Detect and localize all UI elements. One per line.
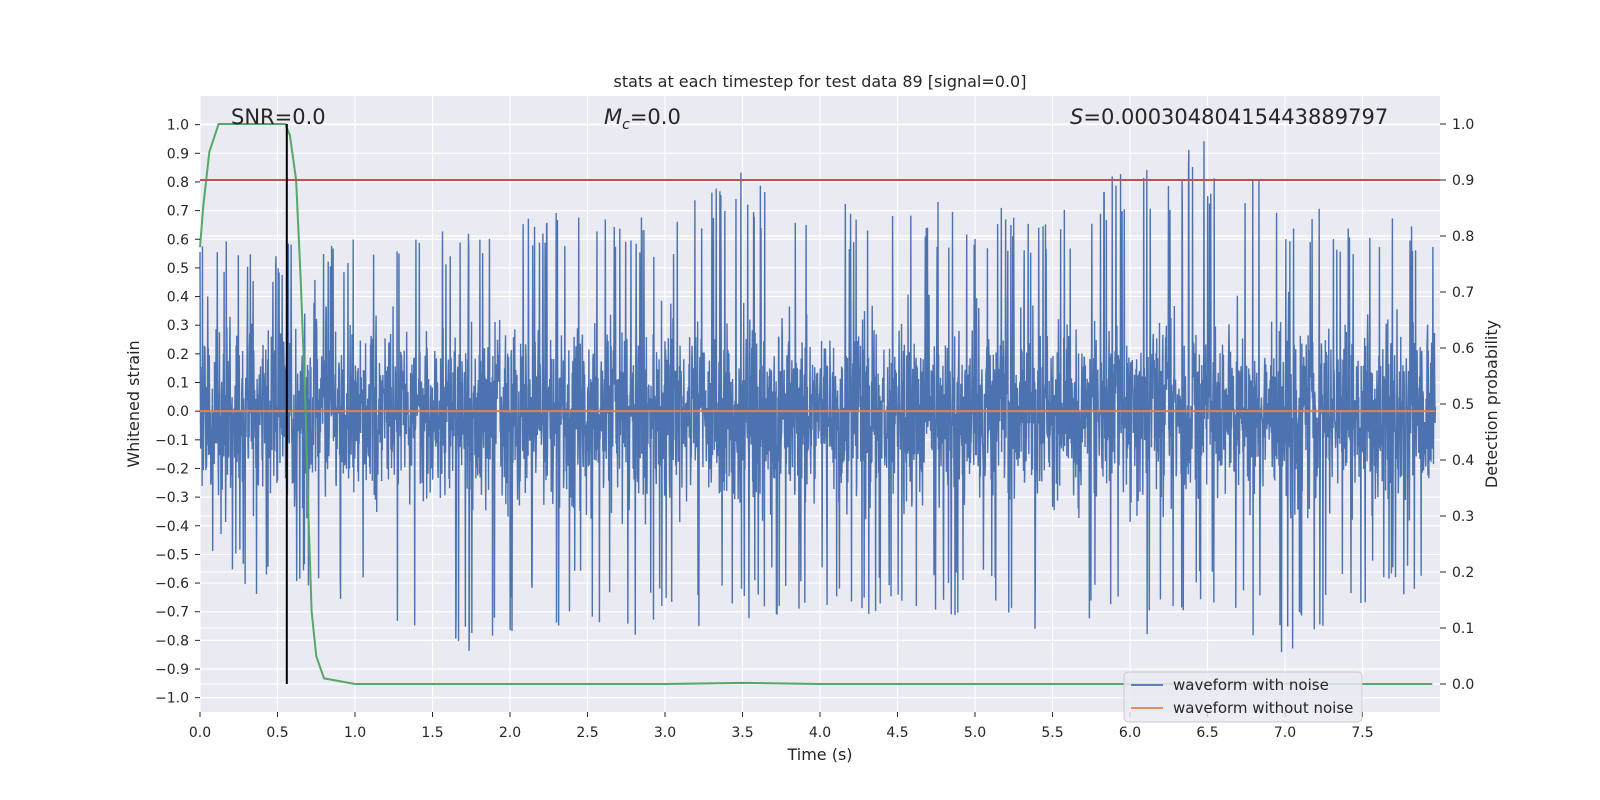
y2-tick-label: 0.0 [1452, 677, 1474, 693]
y-tick-label: −0.2 [155, 461, 189, 477]
y-tick-label: 1.0 [167, 118, 189, 134]
y-tick-label: 0.9 [167, 146, 189, 162]
x-tick-label: 5.5 [1041, 725, 1063, 741]
x-tick-label: 6.5 [1196, 725, 1218, 741]
y-tick-label: 0.3 [167, 318, 189, 334]
mc-annotation: Mc=0.0 [604, 105, 681, 133]
y2-tick-label: 0.9 [1452, 173, 1474, 189]
x-tick-label: 0.5 [266, 725, 288, 741]
y2-tick-label: 0.7 [1452, 285, 1474, 301]
y-tick-label: −0.3 [155, 490, 189, 506]
y-tick-label: 0.6 [167, 232, 189, 248]
x-tick-label: 1.0 [344, 725, 366, 741]
y-tick-label: 0.0 [167, 404, 189, 420]
y2-tick-label: 0.4 [1452, 453, 1474, 469]
x-axis-label: Time (s) [786, 745, 852, 764]
x-tick-label: 5.0 [964, 725, 986, 741]
x-tick-label: 7.5 [1351, 725, 1373, 741]
y2-tick-label: 0.6 [1452, 341, 1474, 357]
y-tick-label: 0.4 [167, 290, 189, 306]
x-tick-label: 1.5 [421, 725, 443, 741]
y-tick-label: −0.5 [155, 547, 189, 563]
noise-series [199, 141, 1437, 653]
mc-value: =0.0 [630, 105, 681, 129]
legend-label-clean: waveform without noise [1173, 699, 1353, 717]
s-annotation: S=0.00030480415443889797 [1070, 105, 1388, 129]
y-tick-label: 0.7 [167, 204, 189, 220]
y-tick-label: −0.6 [155, 576, 189, 592]
mc-symbol: M [604, 105, 622, 129]
legend-box [1123, 671, 1363, 723]
detection-probability-line [199, 123, 1433, 685]
x-tick-label: 7.0 [1274, 725, 1296, 741]
x-tick-label: 2.5 [576, 725, 598, 741]
y-tick-label: −1.0 [155, 691, 189, 707]
x-tick-label: 6.0 [1119, 725, 1141, 741]
y-tick-label: 0.5 [167, 261, 189, 277]
snr-annotation: SNR=0.0 [231, 105, 326, 129]
x-tick-label: 2.0 [499, 725, 521, 741]
line-series [199, 123, 1440, 685]
y2-tick-label: 1.0 [1452, 117, 1474, 133]
y-axis-left: −1.0 −0.9 −0.8 −0.7 −0.6 −0.5 −0.4 −0.3 −0.2 −0.1… [155, 118, 200, 707]
y-tick-label: −0.1 [155, 433, 189, 449]
y2-axis-label: Detection probability [1482, 320, 1501, 488]
y2-tick-label: 0.8 [1452, 229, 1474, 245]
x-tick-label: 4.0 [809, 725, 831, 741]
s-value: =0.00030480415443889797 [1083, 105, 1388, 129]
y2-tick-label: 0.1 [1452, 621, 1474, 637]
x-tick-label: 4.5 [886, 725, 908, 741]
y-tick-label: 0.8 [167, 175, 189, 191]
y2-tick-label: 0.3 [1452, 509, 1474, 525]
legend: waveform with noise waveform without noi… [1123, 671, 1363, 723]
x-tick-label: 0.0 [189, 725, 211, 741]
y-tick-label: −0.7 [155, 605, 189, 621]
y2-tick-label: 0.5 [1452, 397, 1474, 413]
mc-subscript: c [622, 117, 630, 133]
y-tick-label: −0.4 [155, 519, 189, 535]
x-tick-label: 3.0 [654, 725, 676, 741]
waveform-with-noise-line [199, 141, 1437, 653]
y-tick-label: 0.2 [167, 347, 189, 363]
x-tick-label: 3.5 [731, 725, 753, 741]
y-tick-label: −0.8 [155, 633, 189, 649]
y-axis-right: 0.0 0.1 0.2 0.3 0.4 0.5 0.6 0.7 0.8 0.9 1.0 [1440, 117, 1474, 693]
y2-tick-label: 0.2 [1452, 565, 1474, 581]
s-symbol: S [1070, 105, 1083, 129]
chart-title: stats at each timestep for test data 89 … [614, 72, 1027, 91]
y-tick-label: 0.1 [167, 376, 189, 392]
y-axis-label: Whitened strain [124, 340, 143, 467]
y-tick-label: −0.9 [155, 662, 189, 678]
legend-label-noise: waveform with noise [1173, 676, 1329, 694]
